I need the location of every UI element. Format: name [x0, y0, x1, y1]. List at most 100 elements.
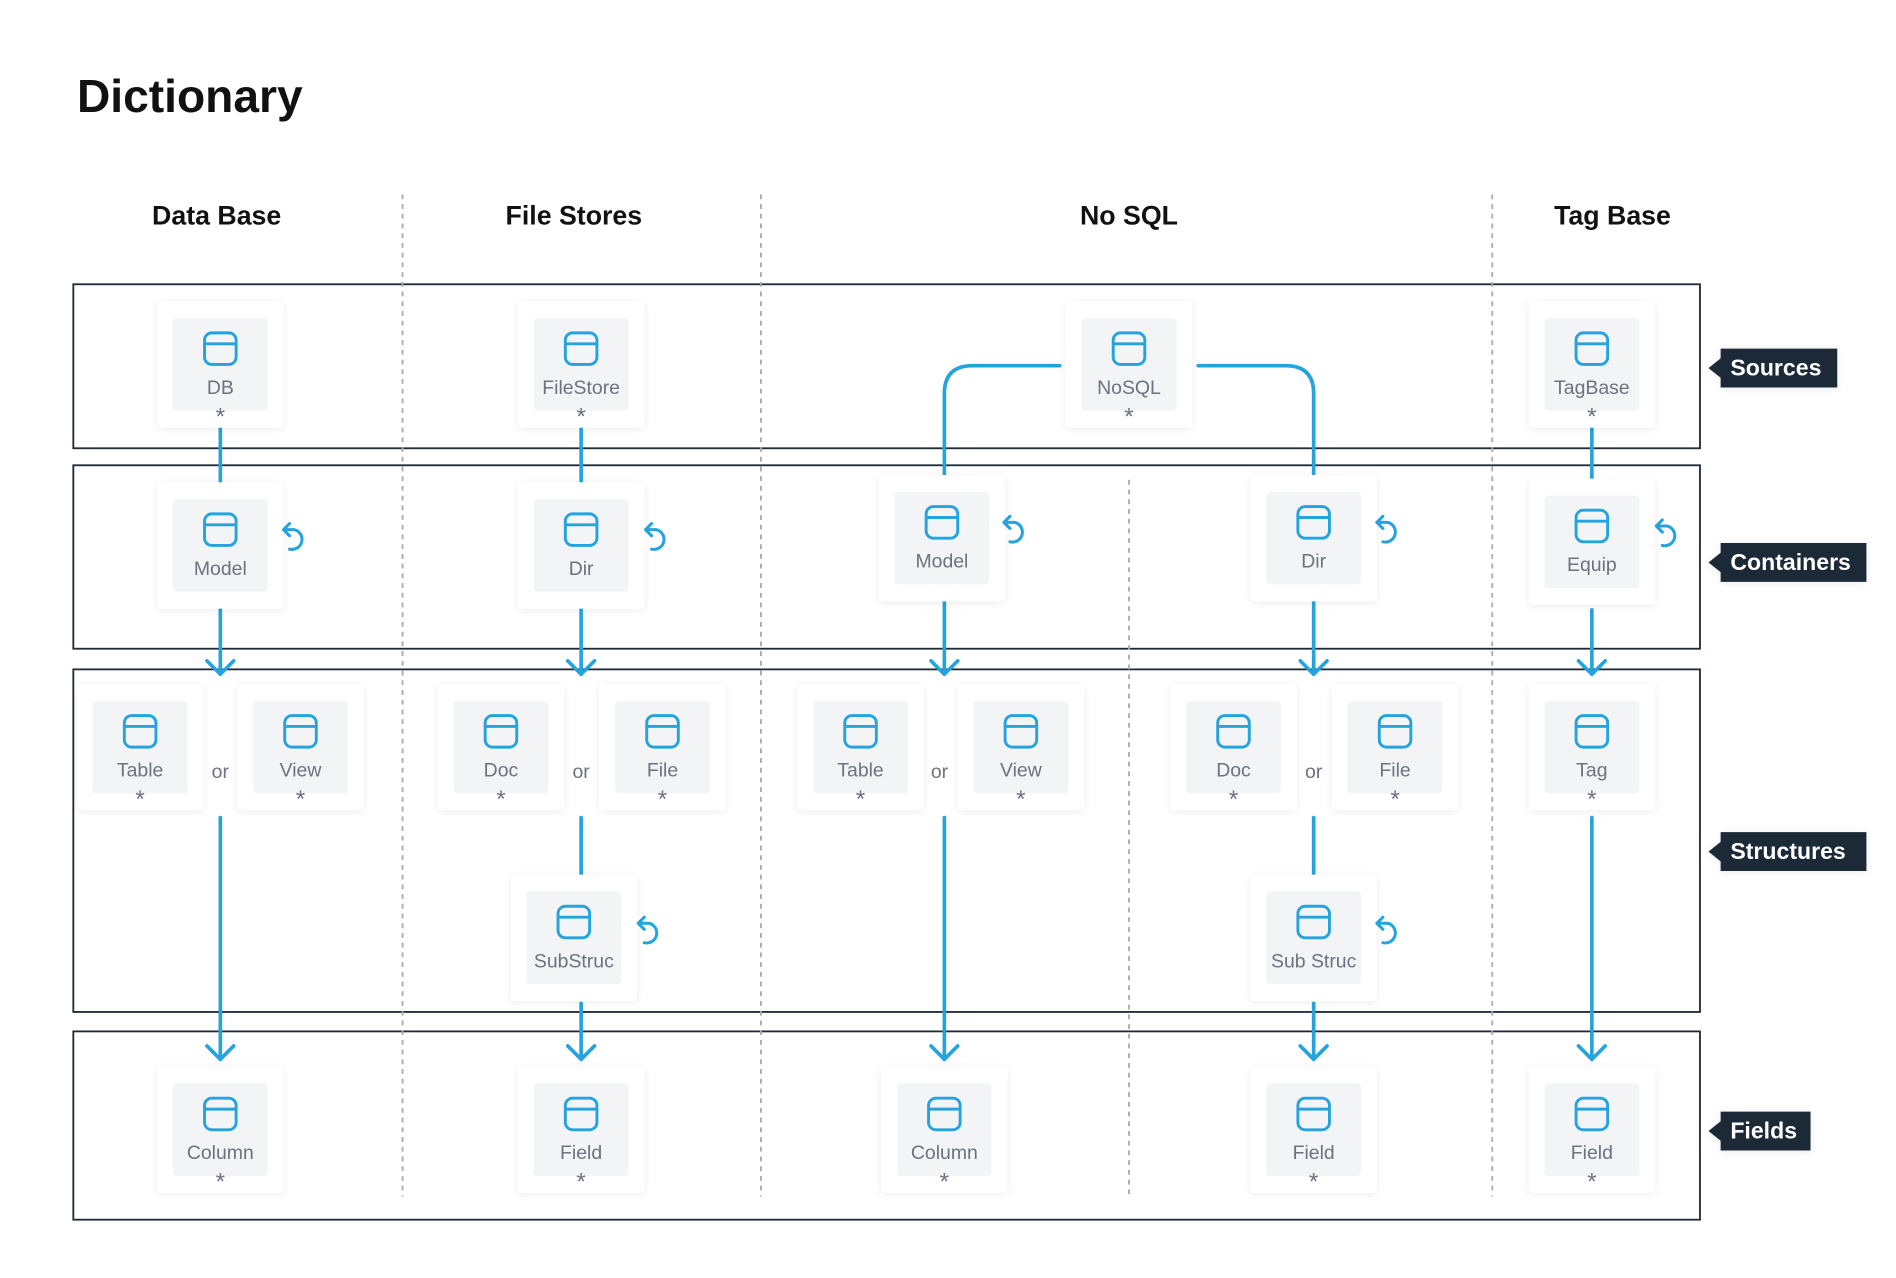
node: Doc * — [437, 683, 565, 813]
arrowhead — [929, 1044, 960, 1062]
arrowhead — [205, 659, 236, 677]
node: Field * — [1528, 1066, 1656, 1196]
node-label: View — [1000, 760, 1043, 782]
node-label: Field — [1571, 1142, 1613, 1164]
node-label: SubStruc — [534, 950, 614, 972]
node-cardinality: * — [1587, 403, 1597, 430]
node-icon — [122, 714, 158, 749]
node-label: Doc — [1216, 760, 1251, 782]
node-label: Equip — [1567, 554, 1617, 576]
node: Equip — [1528, 478, 1656, 605]
refresh-icon — [643, 522, 666, 551]
node-icon — [924, 505, 960, 540]
tag-shape — [1708, 832, 1867, 872]
node-cardinality: * — [576, 403, 586, 430]
node-label: DB — [207, 377, 234, 399]
node-icon — [1216, 714, 1251, 749]
dividers — [401, 194, 1494, 1197]
node-icon — [563, 1096, 599, 1132]
node: Table * — [76, 683, 204, 813]
tag-shape — [1708, 348, 1838, 388]
node-icon — [483, 714, 519, 749]
refresh-icon — [1002, 514, 1024, 544]
node: Model — [878, 474, 1006, 602]
node-icon — [1111, 331, 1147, 366]
node-cardinality: * — [1390, 786, 1400, 813]
node: Dir — [1250, 474, 1377, 602]
node-cardinality: * — [576, 1169, 586, 1196]
node-cardinality: * — [1124, 403, 1134, 430]
node-label: View — [280, 760, 323, 782]
node-cardinality: * — [1587, 786, 1597, 813]
node-label: Sub Struc — [1271, 950, 1357, 972]
row-label-text: Structures — [1730, 838, 1845, 864]
node-icon — [563, 331, 599, 366]
node-label: Dir — [1301, 551, 1326, 573]
arrowhead — [1298, 659, 1329, 677]
refresh-icon — [636, 915, 659, 945]
arrowhead — [205, 1044, 236, 1062]
node: File * — [1331, 683, 1459, 813]
node: Tag * — [1528, 683, 1656, 813]
row-label-text: Fields — [1730, 1117, 1797, 1143]
node: NoSQL * — [1065, 301, 1193, 430]
node-icon — [1574, 1096, 1610, 1132]
node-icon — [843, 714, 878, 749]
node-label: Field — [560, 1142, 602, 1164]
refresh-icon — [281, 522, 304, 551]
column-header: Data Base — [152, 201, 281, 231]
edges — [205, 363, 1608, 1062]
node-icon — [203, 331, 238, 366]
node-label: NoSQL — [1097, 377, 1161, 399]
node-label: Model — [194, 558, 247, 580]
node: File * — [599, 683, 726, 813]
node: DB * — [157, 301, 284, 430]
node-icon — [1003, 714, 1039, 749]
node-label: Model — [915, 551, 968, 573]
node-label: Dir — [569, 558, 594, 580]
arrowhead — [565, 659, 597, 677]
column-header: Tag Base — [1554, 201, 1671, 231]
refresh-icon — [1654, 518, 1677, 548]
or-connector: or — [931, 761, 949, 783]
node-label: Column — [187, 1142, 254, 1164]
node-icon — [1377, 714, 1413, 749]
node: Sub Struc — [1250, 874, 1377, 1002]
row-label: Structures — [1708, 832, 1867, 872]
node-icon — [563, 512, 599, 547]
node-icon — [645, 714, 680, 749]
node-icon — [927, 1096, 962, 1132]
tag-shape — [1708, 1111, 1811, 1151]
tag-shape — [1708, 543, 1867, 582]
node-cardinality: * — [940, 1169, 950, 1196]
node: Column * — [881, 1066, 1008, 1196]
or-connector: or — [572, 761, 590, 783]
node-label: Table — [117, 760, 163, 782]
arrowhead — [565, 1044, 597, 1062]
node: View * — [237, 683, 364, 813]
refresh-icon — [1375, 514, 1397, 544]
page-title: Dictionary — [77, 70, 303, 122]
arrowhead — [1576, 659, 1608, 677]
node-cardinality: * — [216, 403, 226, 430]
node-label: File — [647, 760, 678, 782]
node-label: File — [1379, 760, 1410, 782]
node: TagBase * — [1528, 301, 1656, 430]
node-cardinality: * — [1587, 1169, 1597, 1196]
node-cardinality: * — [658, 786, 668, 813]
node-cardinality: * — [135, 786, 145, 813]
node-cardinality: * — [496, 786, 506, 813]
node-label: Table — [837, 760, 883, 782]
node-cardinality: * — [216, 1169, 226, 1196]
node: Field * — [517, 1066, 645, 1196]
node-icon — [1574, 714, 1610, 749]
or-connector: or — [212, 761, 230, 783]
node: Dir — [517, 482, 645, 609]
node-icon — [1296, 505, 1331, 540]
node-label: Tag — [1576, 760, 1607, 782]
node: View * — [957, 683, 1085, 813]
row-label-text: Sources — [1730, 354, 1821, 380]
node-icon — [203, 512, 238, 547]
node-label: TagBase — [1554, 377, 1630, 399]
